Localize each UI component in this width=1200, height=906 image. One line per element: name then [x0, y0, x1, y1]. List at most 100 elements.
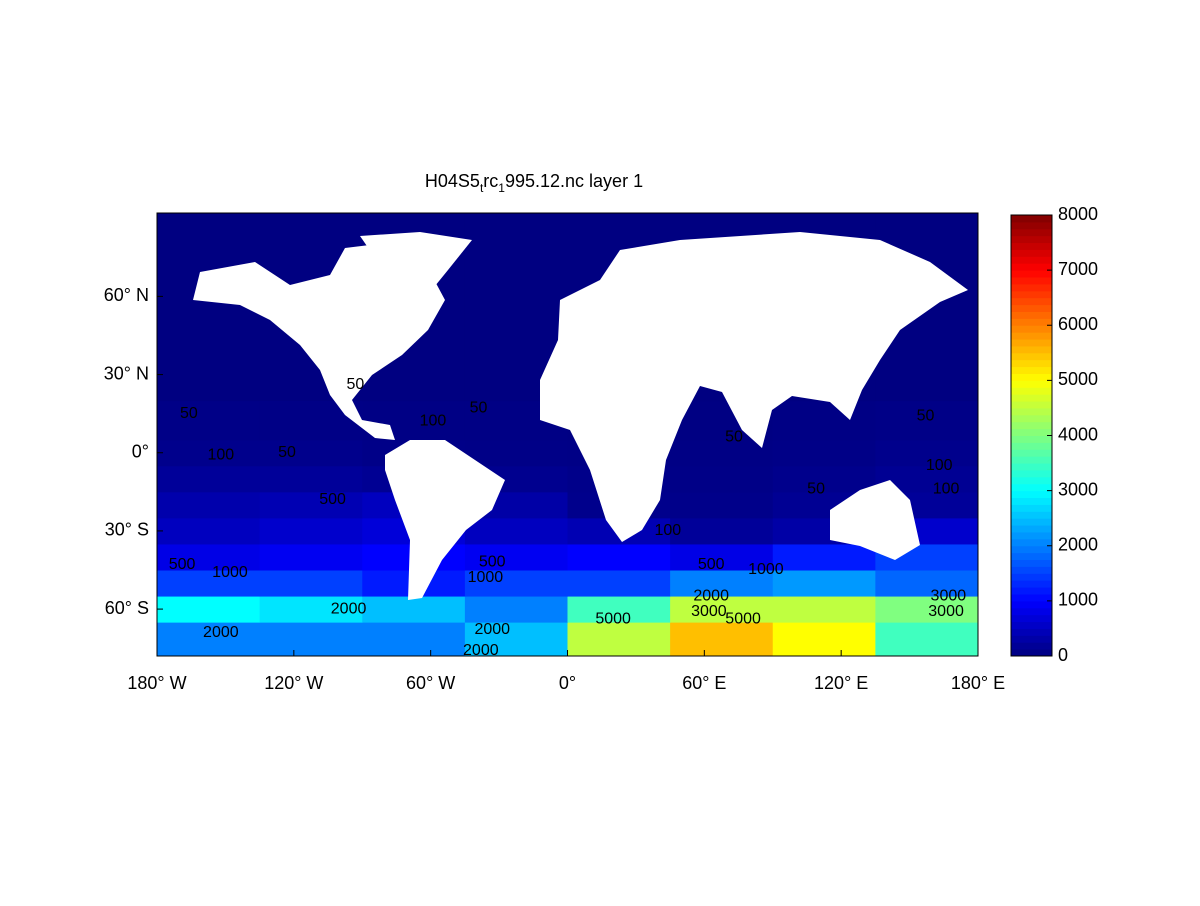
colorbar-swatch [1011, 621, 1052, 629]
colorbar-swatch [1011, 476, 1052, 485]
colorbar-swatch [1011, 414, 1052, 423]
contour-label: 1000 [748, 561, 784, 578]
colorbar-swatch [1011, 249, 1052, 257]
colorbar-swatch [1011, 593, 1052, 602]
field-cell [259, 465, 363, 493]
contour-label: 500 [319, 491, 346, 508]
field-cell [157, 543, 261, 571]
colorbar-swatch [1011, 580, 1052, 588]
field-cell [670, 439, 774, 467]
contour-label: 50 [807, 480, 825, 497]
land [193, 232, 968, 600]
colorbar-swatch [1011, 552, 1052, 561]
field-cell [157, 491, 261, 519]
y-tick-label: 30° N [104, 363, 149, 383]
colorbar-swatch [1011, 435, 1052, 443]
x-tick-label: 180° W [127, 673, 186, 693]
field-cell [670, 491, 774, 519]
field-cell [259, 543, 363, 571]
field-cell [157, 465, 261, 493]
field-cell [259, 622, 363, 657]
field-cell [670, 596, 774, 623]
colorbar-swatch [1011, 649, 1052, 657]
field-cell [464, 596, 568, 623]
field-cell [567, 622, 671, 657]
field-cell [157, 400, 261, 441]
colorbar-swatch [1011, 277, 1052, 285]
field-cell [875, 439, 979, 467]
contour-label: 500 [479, 553, 506, 570]
field-cell [157, 517, 261, 545]
contour-label: 5000 [725, 611, 761, 628]
field-cell [772, 465, 876, 493]
colorbar-swatch [1011, 421, 1052, 430]
field-cell [157, 622, 261, 657]
colorbar-swatch [1011, 256, 1052, 264]
contour-label: 100 [654, 522, 681, 539]
south-america [385, 440, 505, 600]
contour-label: 1000 [468, 569, 504, 586]
colorbar-swatch [1011, 490, 1052, 499]
colorbar-swatch [1011, 531, 1052, 540]
contour-label: 50 [470, 400, 488, 417]
colorbar-tick-label: 3000 [1058, 479, 1098, 499]
colorbar-tick-label: 4000 [1058, 424, 1098, 444]
colorbar-swatch [1011, 311, 1052, 319]
colorbar-swatch [1011, 318, 1052, 326]
colorbar-swatch [1011, 325, 1052, 333]
colorbar-swatch [1011, 449, 1052, 457]
field-cell [157, 439, 261, 467]
y-tick-label: 60° N [104, 285, 149, 305]
field-cell [670, 570, 774, 597]
contour-label: 50 [725, 428, 743, 445]
contour-label: 500 [169, 556, 196, 573]
colorbar-tick-label: 0 [1058, 645, 1068, 665]
field-cell [567, 543, 671, 571]
colorbar-swatch [1011, 235, 1052, 244]
colorbar-swatch [1011, 635, 1052, 643]
colorbar-swatch [1011, 456, 1052, 464]
x-tick-label: 60° W [406, 673, 455, 693]
colorbar-swatch [1011, 221, 1052, 230]
contour-label: 100 [420, 413, 447, 430]
colorbar-swatch [1011, 545, 1052, 554]
field-cell [875, 596, 979, 623]
colorbar-swatch [1011, 600, 1052, 609]
colorbar-tick-label: 5000 [1058, 369, 1098, 389]
contour-label: 100 [933, 480, 960, 497]
colorbar-swatch [1011, 566, 1052, 574]
colorbar-swatch [1011, 290, 1052, 299]
contour-label: 100 [926, 457, 953, 474]
field-cell [567, 596, 671, 623]
field-cell [772, 596, 876, 623]
field-cell [157, 570, 261, 597]
field-cell [670, 622, 774, 657]
colorbar-swatch [1011, 359, 1052, 368]
title-part: rc [483, 171, 498, 191]
colorbar-swatch [1011, 242, 1052, 250]
y-tick-label: 30° S [105, 520, 149, 540]
field-cell [567, 570, 671, 597]
colorbar-swatch [1011, 380, 1052, 388]
x-tick-label: 60° E [682, 673, 726, 693]
colorbar-tick-label: 2000 [1058, 535, 1098, 555]
greenland [360, 232, 472, 302]
contour-label: 2000 [331, 600, 367, 617]
colorbar-swatch [1011, 525, 1052, 533]
colorbar-tick-label: 8000 [1058, 204, 1098, 224]
y-tick-label: 60° S [105, 598, 149, 618]
field-cell [670, 517, 774, 545]
x-tick-label: 120° W [264, 673, 323, 693]
contour-label: 50 [180, 405, 198, 422]
colorbar-swatch [1011, 483, 1052, 492]
colorbar-swatch [1011, 345, 1052, 354]
colorbar-swatch [1011, 228, 1052, 237]
field-cell [875, 570, 979, 597]
field-cell [464, 570, 568, 597]
x-tick-label: 0° [559, 673, 576, 693]
colorbar-swatch [1011, 442, 1052, 450]
colorbar-swatch [1011, 628, 1052, 636]
colorbar-tick-label: 1000 [1058, 590, 1098, 610]
colorbar-swatch [1011, 332, 1052, 340]
